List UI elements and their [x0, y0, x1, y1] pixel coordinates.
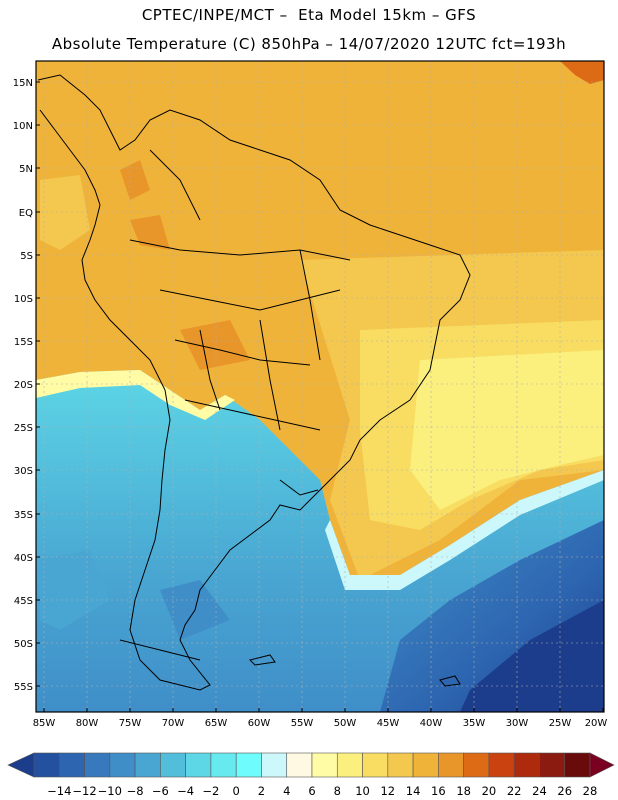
lon-label: 45W: [377, 718, 400, 729]
lon-label: 30W: [506, 718, 529, 729]
colorbar-labels: −14 −12 −10 −8 −6 −4 −2 0 2 4 6 8 10 12 14 16 18 20 22 24 26…: [47, 784, 597, 798]
colorbar-swatch: [235, 752, 262, 778]
lat-label: 15N: [13, 78, 33, 89]
colorbar-swatch: [362, 752, 389, 778]
colorbar-label: 10: [355, 784, 370, 798]
lat-label: 5S: [20, 251, 33, 262]
lat-label: 30S: [14, 466, 33, 477]
colorbar-label: 4: [283, 784, 290, 798]
colorbar-label: 16: [431, 784, 446, 798]
colorbar-swatch: [463, 752, 490, 778]
colorbar-label: 18: [456, 784, 471, 798]
lon-label: 20W: [585, 718, 608, 729]
colorbar-arrow-low: [7, 752, 35, 778]
colorbar-label: 12: [380, 784, 395, 798]
lon-labels: 85W 80W 75W 70W 65W 60W 55W 50W 45W 40W …: [33, 718, 608, 729]
colorbar-label: −6: [152, 784, 169, 798]
chart-title-line2: Absolute Temperature (C) 850hPa – 14/07/…: [51, 35, 567, 53]
lat-label: 15S: [14, 337, 33, 348]
lat-label: 10S: [14, 294, 33, 305]
lat-label: 20S: [14, 380, 33, 391]
coastlines: [37, 74, 471, 691]
colorbar-arrow-high: [589, 752, 615, 778]
graticule: [36, 61, 604, 712]
colorbar-swatch: [134, 752, 161, 778]
lon-label: 85W: [33, 718, 56, 729]
colorbar-label: −12: [72, 784, 96, 798]
lon-label: 35W: [463, 718, 486, 729]
colorbar-label: 14: [406, 784, 421, 798]
map-frame: [35, 60, 605, 713]
colorbar-swatch: [438, 752, 464, 778]
colorbar-swatch: [33, 752, 60, 778]
lat-label: 55S: [14, 682, 33, 693]
colorbar-label: 6: [308, 784, 315, 798]
colorbar: [7, 752, 615, 778]
colorbar-label: 26: [557, 784, 572, 798]
colorbar-swatch: [387, 752, 414, 778]
colorbar-swatch: [261, 752, 288, 778]
colorbar-swatch: [210, 752, 237, 778]
lon-label: 75W: [119, 718, 142, 729]
colorbar-swatch: [412, 752, 439, 778]
lon-label: 55W: [291, 718, 314, 729]
colorbar-label: 0: [233, 784, 240, 798]
colorbar-swatch: [539, 752, 566, 778]
colorbar-swatch: [513, 752, 540, 778]
colorbar-label: 28: [583, 784, 598, 798]
lon-label: 40W: [420, 718, 443, 729]
colorbar-swatch: [84, 752, 111, 778]
lat-label: 10N: [13, 121, 33, 132]
colorbar-swatch: [109, 752, 136, 778]
colorbar-label: 8: [334, 784, 341, 798]
lat-label: 45S: [14, 596, 33, 607]
lon-label: 25W: [549, 718, 572, 729]
colorbar-swatch: [160, 752, 186, 778]
colorbar-swatch: [564, 752, 591, 778]
lat-label: 40S: [14, 553, 33, 564]
lat-label: EQ: [19, 208, 33, 219]
lon-label: 70W: [162, 718, 185, 729]
axis-ticks: [36, 81, 604, 712]
colorbar-swatch: [286, 752, 313, 778]
colorbar-swatch: [336, 752, 363, 778]
chart-title-line1: CPTEC/INPE/MCT – Eta Model 15km – GFS: [141, 6, 477, 24]
colorbar-swatch: [488, 752, 515, 778]
colorbar-label: −2: [202, 784, 219, 798]
lon-label: 60W: [248, 718, 271, 729]
lon-label: 65W: [205, 718, 228, 729]
lat-labels: 15N 10N 5N EQ 5S 10S 15S 20S 25S 30S 35S…: [13, 78, 33, 693]
lon-label: 50W: [334, 718, 357, 729]
lat-label: 5N: [19, 164, 33, 175]
lon-label: 80W: [76, 718, 99, 729]
temperature-field: [36, 61, 604, 712]
colorbar-label: −10: [98, 784, 122, 798]
colorbar-label: 24: [532, 784, 547, 798]
colorbar-label: 20: [482, 784, 497, 798]
colorbar-swatch: [311, 752, 338, 778]
colorbar-label: −8: [127, 784, 144, 798]
colorbar-swatch: [58, 752, 85, 778]
lat-label: 35S: [14, 510, 33, 521]
colorbar-label: 2: [258, 784, 265, 798]
colorbar-label: 22: [507, 784, 522, 798]
lat-label: 25S: [14, 423, 33, 434]
colorbar-label: −14: [47, 784, 71, 798]
colorbar-label: −4: [177, 784, 194, 798]
colorbar-swatch: [185, 752, 212, 778]
lat-label: 50S: [14, 639, 33, 650]
